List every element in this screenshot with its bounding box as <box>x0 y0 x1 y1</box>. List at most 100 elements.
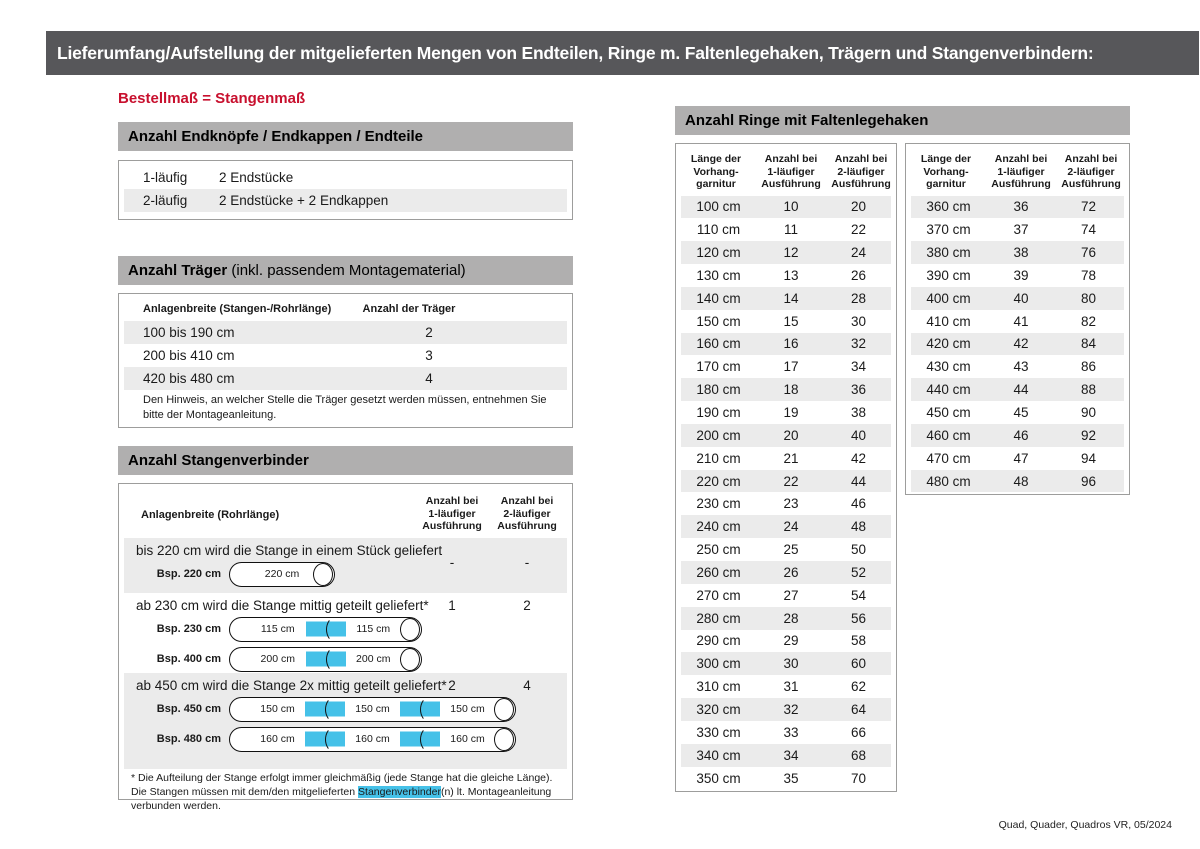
ring-cell: 24 <box>783 519 799 535</box>
rod-diagram: 220 cm <box>229 561 335 587</box>
cell-range: 420 bis 480 cm <box>143 371 235 386</box>
rod-endcap-icon <box>400 617 420 641</box>
ring-cell: 33 <box>783 724 799 740</box>
footnote-highlight: Stangenverbinder <box>358 786 441 798</box>
ring-cell: 25 <box>783 542 799 558</box>
ring-cell: 14 <box>783 290 799 306</box>
row-description: ab 230 cm wird die Stange mittig geteilt… <box>136 598 429 613</box>
ring-cell: 32 <box>850 336 867 352</box>
column-header-1-laeufig: Anzahl bei 1-läufiger Ausführung <box>422 495 482 532</box>
cell-count: 3 <box>425 348 433 363</box>
ring-cell: 270 cm <box>696 587 741 603</box>
rod-segment-label: 115 cm <box>260 623 295 635</box>
ring-cell: 64 <box>850 701 867 717</box>
ring-cell: 410 cm <box>926 313 971 329</box>
ring-cell: 48 <box>1013 473 1029 489</box>
ring-cell: 58 <box>850 633 867 649</box>
ring-cell: 22 <box>850 222 867 238</box>
ring-cell: 90 <box>1080 405 1097 421</box>
table-row: 1-läufig 2 Endstücke <box>124 166 567 189</box>
rod-endcap-icon <box>313 562 333 586</box>
ring-cell: 39 <box>1013 267 1029 283</box>
ring-cell: 140 cm <box>696 290 741 306</box>
ring-cell: 350 cm <box>696 770 741 786</box>
ring-cell: 330 cm <box>696 724 741 740</box>
cell-lauf: 2-läufig <box>143 193 188 208</box>
ring-cell: 220 cm <box>696 473 741 489</box>
ring-cell: 34 <box>783 747 799 763</box>
ring-cell: 88 <box>1080 382 1097 398</box>
cell-count-1l: - <box>449 555 455 570</box>
ring-table-row: 380 cm 38 76 <box>911 241 1124 265</box>
ring-table-row: 160 cm 16 32 <box>681 332 891 356</box>
ring-cell: 43 <box>1013 359 1029 375</box>
ringe-table-1: Länge der Vorhang- garnitur Anzahl bei 1… <box>675 143 897 792</box>
ring-table-row: 250 cm 25 50 <box>681 538 891 561</box>
ring-table-row: 260 cm 26 52 <box>681 561 891 584</box>
rod-diagram: 115 cm 115 cm <box>229 616 422 642</box>
ring-cell: 160 cm <box>696 336 741 352</box>
cell-count-1l: 2 <box>448 678 456 693</box>
ring-cell: 380 cm <box>926 245 971 261</box>
ring-cell: 46 <box>850 496 867 512</box>
verbinder-row: ab 230 cm wird die Stange mittig geteilt… <box>124 593 567 673</box>
ring-table-row: 410 cm 41 82 <box>911 310 1124 333</box>
rod-joint-arc-icon <box>325 616 344 642</box>
rod-segment-label: 200 cm <box>260 653 295 665</box>
ring-cell: 76 <box>1080 245 1097 261</box>
rod-example: Bsp. 400 cm 200 cm 200 cm <box>124 644 567 674</box>
ring-cell: 78 <box>1080 267 1097 283</box>
rod-endcap-icon <box>494 697 514 721</box>
ring-table-row: 340 cm 34 68 <box>681 743 891 767</box>
section-header-verbinder-label: Anzahl Stangenverbinder <box>128 452 309 469</box>
ring-cell: 250 cm <box>696 542 741 558</box>
ring-cell: 120 cm <box>696 245 741 261</box>
cell-lauf: 1-läufig <box>143 170 188 185</box>
ring-cell: 28 <box>783 610 799 626</box>
ring-cell: 340 cm <box>696 747 741 763</box>
page-title: Lieferumfang/Aufstellung der mitgeliefer… <box>57 43 1094 63</box>
ring-cell: 46 <box>1013 427 1029 443</box>
ring-table-row: 190 cm 19 38 <box>681 401 891 424</box>
ring-table-row: 120 cm 12 24 <box>681 241 891 265</box>
table-row: 100 bis 190 cm 2 <box>124 321 567 344</box>
ring-cell: 80 <box>1080 290 1097 306</box>
ring-cell: 45 <box>1013 405 1029 421</box>
ring-cell: 260 cm <box>696 564 741 580</box>
ring-table-row: 170 cm 17 34 <box>681 355 891 378</box>
ring-table-row: 440 cm 44 88 <box>911 378 1124 402</box>
cell-count-2l: 4 <box>523 678 531 693</box>
ring-cell: 13 <box>783 267 799 283</box>
ring-cell: 440 cm <box>926 382 971 398</box>
ring-cell: 86 <box>1080 359 1097 375</box>
ring-table-row: 290 cm 29 58 <box>681 630 891 653</box>
ring-cell: 20 <box>850 199 867 215</box>
ring-cell: 47 <box>1013 450 1029 466</box>
verbinder-row: ab 450 cm wird die Stange 2x mittig gete… <box>124 673 567 769</box>
rod-joint-arc-icon <box>420 696 438 722</box>
ring-table-row: 230 cm 23 46 <box>681 492 891 515</box>
rod-segment-label: 220 cm <box>264 568 300 580</box>
ring-cell: 44 <box>1013 382 1029 398</box>
ring-cell: 28 <box>850 290 867 306</box>
ring-cell: 12 <box>783 245 799 261</box>
ring-table-row: 470 cm 47 94 <box>911 447 1124 470</box>
ring-table-row: 110 cm 11 22 <box>681 218 891 241</box>
ring-cell: 460 cm <box>926 427 971 443</box>
ring-cell: 30 <box>783 656 799 672</box>
ring-cell: 31 <box>783 679 799 695</box>
ring-cell: 36 <box>850 382 867 398</box>
ring-cell: 60 <box>850 656 867 672</box>
rod-example-label: Bsp. 220 cm <box>156 568 221 580</box>
column-header-2-laeufig: Anzahl bei 2-läufiger Ausführung <box>831 153 891 190</box>
rod-example: Bsp. 230 cm 115 cm 115 cm <box>124 614 567 644</box>
ring-cell: 72 <box>1080 199 1097 215</box>
footnote-text: * Die Aufteilung der Stange erfolgt imme… <box>131 772 553 798</box>
cell-count-1l: 1 <box>448 598 456 613</box>
ring-cell: 74 <box>1080 222 1097 238</box>
ring-cell: 35 <box>783 770 799 786</box>
ring-table-row: 240 cm 24 48 <box>681 515 891 539</box>
ring-cell: 290 cm <box>696 633 741 649</box>
ring-table-row: 360 cm 36 72 <box>911 195 1124 219</box>
